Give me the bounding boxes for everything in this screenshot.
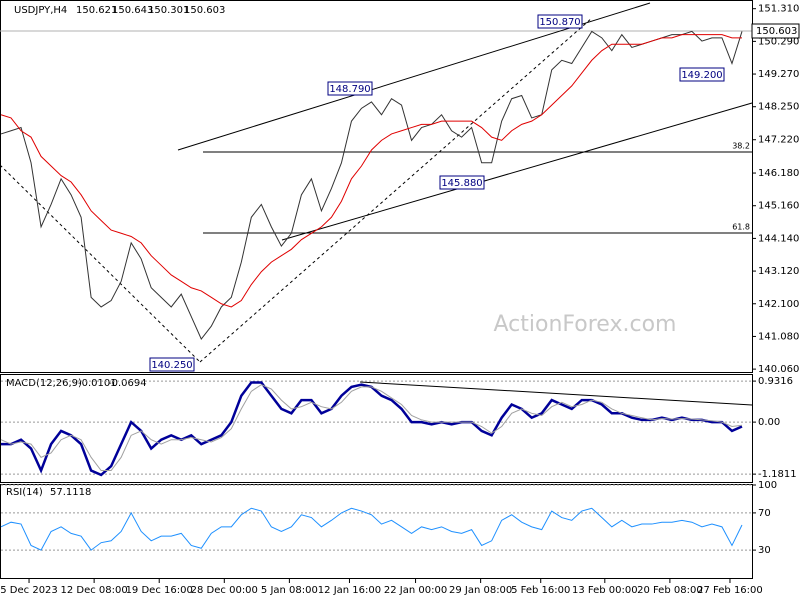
y-tick-label: 0.9316 (758, 376, 793, 387)
watermark: ActionForex.com (494, 312, 677, 337)
price-annotation-box (439, 175, 485, 190)
macd-title: MACD(12,26,9) (6, 378, 82, 389)
y-tick-label: 143.120 (758, 266, 799, 277)
trend-dash (0, 164, 201, 363)
y-tick-label: 151.310 (758, 4, 799, 15)
fib-label: 61.8 (732, 223, 750, 232)
x-tick-label: 22 Jan 00:00 (384, 585, 447, 596)
price-annotation-box (537, 14, 583, 29)
price-annotation-box (149, 357, 195, 372)
macd-reading: -0.0101 (78, 378, 117, 389)
y-tick-label: 30 (758, 545, 771, 556)
price-annotation-box (327, 81, 373, 96)
x-tick-label: 27 Feb 16:00 (697, 585, 763, 596)
x-tick-label: 28 Dec 00:00 (191, 585, 258, 596)
x-tick-label: 20 Feb 08:00 (637, 585, 703, 596)
x-tick-label: 5 Jan 08:00 (261, 585, 318, 596)
y-tick-label: 148.250 (758, 102, 799, 113)
y-tick-label: 150.290 (758, 36, 799, 47)
series-line (0, 34, 742, 308)
macd-trendline (359, 381, 753, 406)
channel-lower (281, 102, 753, 241)
price-annotation-box (679, 67, 725, 82)
y-tick-label: 70 (758, 508, 771, 519)
x-tick-label: 5 Feb 16:00 (511, 585, 570, 596)
series-line (0, 507, 743, 551)
y-tick-label: 145.160 (758, 201, 799, 212)
rsi-title: RSI(14) (6, 487, 43, 498)
x-tick-label: 12 Jan 16:00 (318, 585, 381, 596)
symbol: USDJPY,H4 (14, 5, 67, 16)
last-price-tag (751, 23, 800, 39)
price-annotation: 150.870 (539, 17, 580, 28)
x-tick-label: 5 Dec 2023 (0, 585, 58, 596)
rsi-panel (0, 484, 753, 579)
price-annotation: 148.790 (329, 84, 370, 95)
macd-reading: -0.0694 (108, 378, 147, 389)
x-tick-label: 19 Dec 16:00 (126, 585, 193, 596)
price-panel (0, 0, 753, 373)
rsi-reading: 57.1118 (50, 487, 91, 498)
last-price: 150.603 (756, 26, 797, 37)
y-tick-label: 142.100 (758, 299, 799, 310)
y-tick-label: 146.180 (758, 168, 799, 179)
y-tick-label: 147.220 (758, 135, 799, 146)
y-tick-label: 100 (758, 480, 777, 491)
y-tick-label: 149.270 (758, 69, 799, 80)
price-annotation: 145.880 (441, 178, 482, 189)
x-tick-label: 12 Dec 08:00 (60, 585, 127, 596)
price-annotation: 140.250 (151, 360, 192, 371)
ohlc-high: 150.643 (112, 5, 153, 16)
series-line (1, 381, 743, 477)
ohlc-low: 150.301 (148, 5, 189, 16)
ohlc-open: 150.621 (76, 5, 117, 16)
x-tick-label: 13 Feb 00:00 (572, 585, 638, 596)
y-tick-label: 141.080 (758, 331, 799, 342)
y-tick-label: 144.140 (758, 233, 799, 244)
x-tick-label: 29 Jan 08:00 (449, 585, 512, 596)
series-line (0, 384, 743, 472)
y-tick-label: 140.060 (758, 364, 799, 375)
fib-label: 38.2 (732, 142, 750, 151)
price-annotation: 149.200 (681, 70, 722, 81)
macd-panel (0, 374, 753, 483)
y-tick-label: 0.00 (758, 417, 780, 428)
series-line (0, 30, 743, 340)
y-tick-label: -1.1811 (758, 469, 797, 480)
trend-dash (199, 17, 593, 363)
ohlc-close: 150.603 (184, 5, 225, 16)
